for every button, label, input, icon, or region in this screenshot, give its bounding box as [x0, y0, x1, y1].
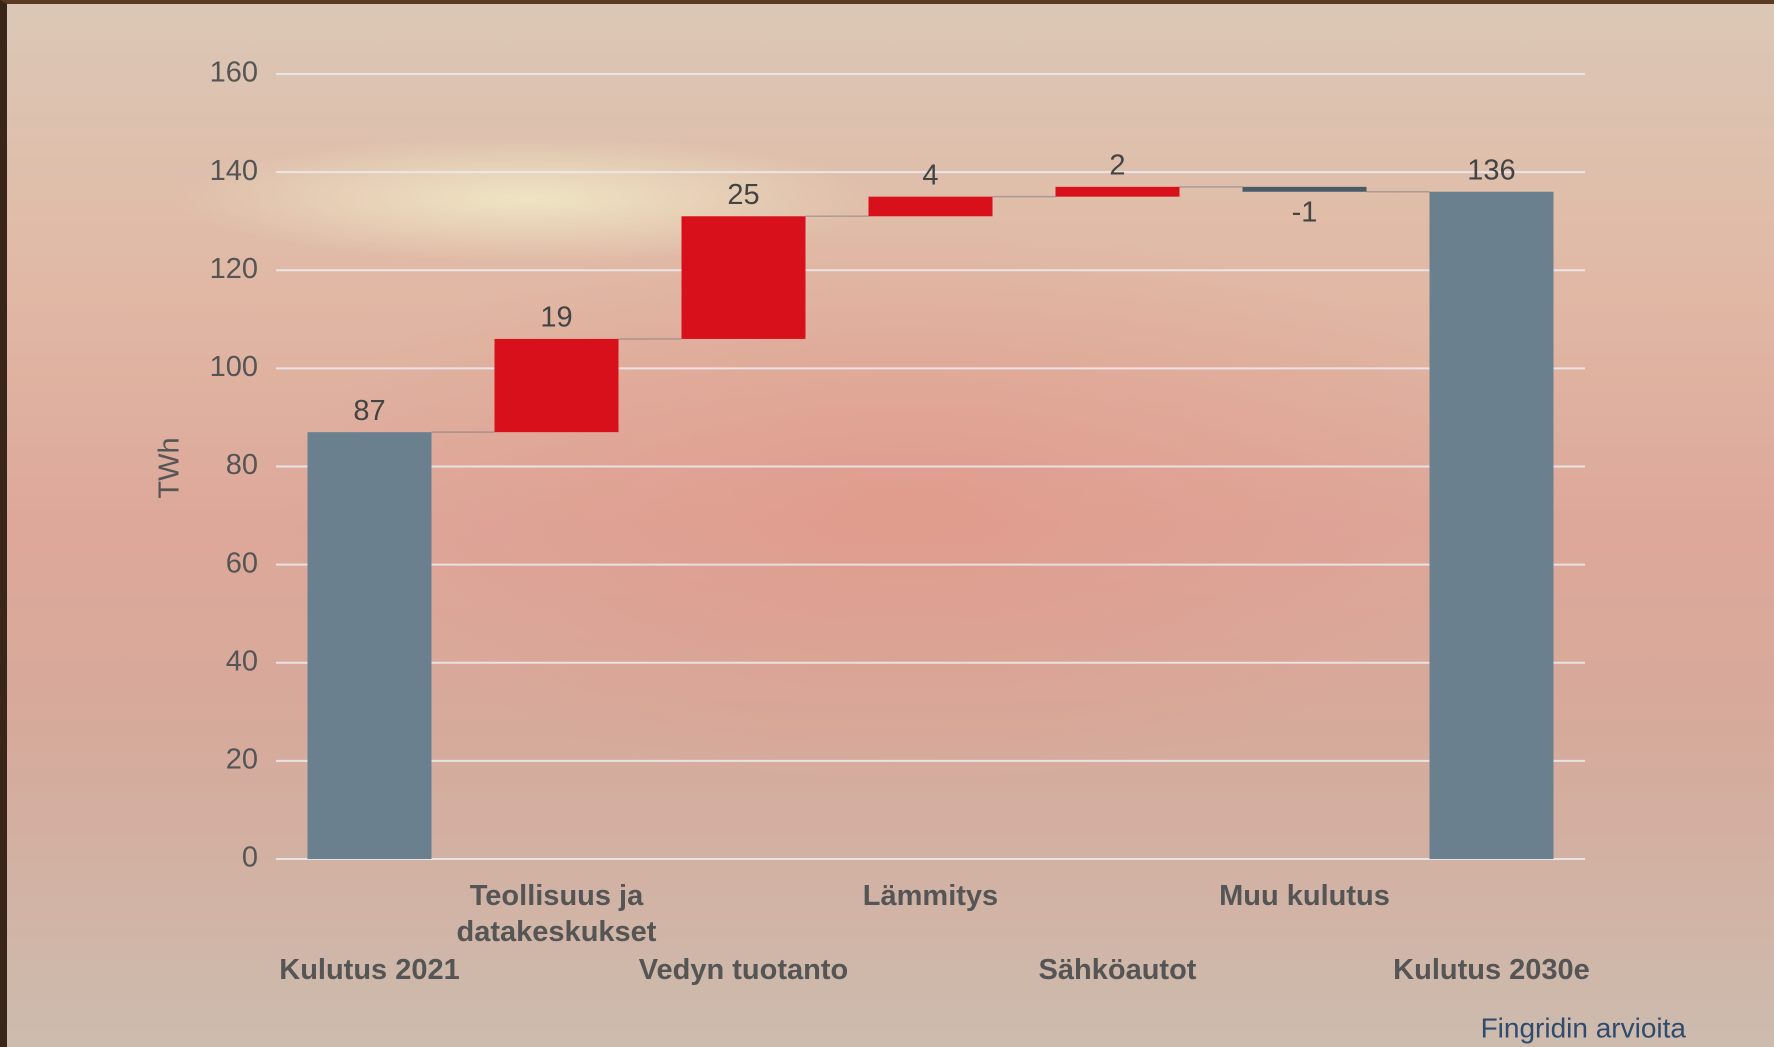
y-axis-label: TWh [154, 437, 186, 498]
y-tick-label: 140 [210, 155, 258, 187]
value-label: 19 [540, 302, 572, 334]
x-tick-label: Lämmitys [862, 880, 999, 912]
x-tick-label: Kulutus 2030e [1393, 954, 1590, 986]
y-tick-label: 160 [210, 57, 258, 89]
y-tick-label: 20 [226, 744, 258, 776]
x-tick-label: Sähköautot [1038, 954, 1197, 986]
bar [1242, 186, 1367, 192]
bar [494, 338, 619, 433]
x-tick-label: Muu kulutus [1219, 880, 1390, 912]
y-tick-label: 80 [226, 449, 258, 481]
value-label: 4 [922, 159, 938, 191]
bar [1055, 186, 1180, 197]
value-label: 136 [1467, 154, 1515, 186]
y-tick-label: 40 [226, 645, 258, 677]
chart: TWh Fingridin arvioita 0 20 40 60 80 100 120 14… [154, 57, 1687, 1044]
y-tick-label: 60 [226, 547, 258, 579]
y-tick-label: 0 [242, 842, 258, 874]
y-tick-label: 120 [210, 253, 258, 285]
value-label: 87 [353, 395, 385, 427]
y-tick-label: 100 [210, 351, 258, 383]
x-tick-label: Kulutus 2021 [279, 954, 460, 986]
x-tick-label: Vedyn tuotanto [638, 954, 849, 986]
value-label: 25 [727, 179, 759, 211]
bar [307, 432, 432, 859]
bar [681, 216, 806, 339]
bar [1429, 191, 1554, 859]
value-label: -1 [1292, 196, 1318, 228]
source-note: Fingridin arvioita [1481, 1012, 1687, 1043]
bar [868, 196, 993, 217]
x-tick-label: Teollisuus ja datakeskukset [456, 880, 657, 948]
value-label: 2 [1109, 150, 1125, 182]
